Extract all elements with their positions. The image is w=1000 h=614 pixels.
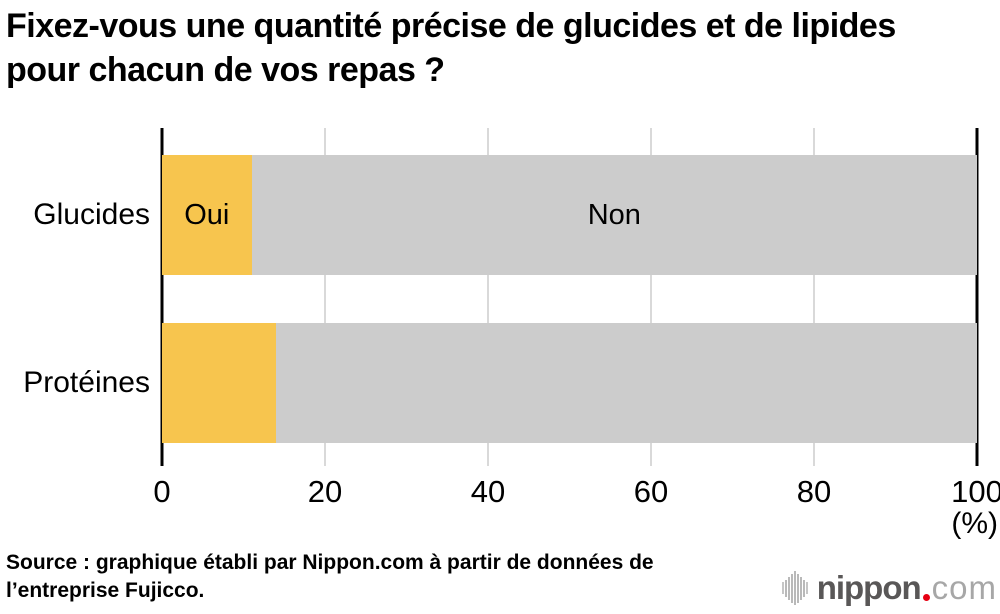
category-labels: Glucides Protéines (0, 128, 150, 466)
gridline (813, 128, 815, 466)
segment-label: Non (587, 198, 641, 231)
gridline (650, 128, 652, 466)
x-tick-label: 60 (633, 474, 669, 509)
x-axis-unit-label: (%) (951, 507, 998, 540)
bar-row: Oui Non (162, 155, 977, 275)
x-tick-label: 100 (951, 474, 1000, 509)
gridline (487, 128, 489, 466)
gridline (324, 128, 326, 466)
plot-area: Oui Non (160, 128, 979, 466)
bar-segment-non: Non (251, 155, 977, 275)
category-label: Glucides (33, 198, 150, 231)
bar-segment-non (276, 323, 977, 443)
nippon-logo: nippon com (781, 569, 997, 607)
bar-segment-oui (162, 323, 277, 443)
x-tick-label: 20 (307, 474, 343, 509)
category-label: Protéines (23, 366, 150, 399)
bar-row (162, 323, 977, 443)
soundwave-bars-icon (781, 571, 808, 605)
logo-red-dot-icon (922, 594, 930, 601)
x-tick-label: 0 (153, 474, 171, 509)
chart-title: Fixez-vous une quantité précise de gluci… (6, 7, 896, 89)
logo-suffix: com (931, 569, 997, 606)
logo-wordmark: nippon (816, 569, 922, 606)
x-axis-ticks: 0 20 40 60 80 100 (153, 474, 1000, 514)
axis-line (975, 128, 979, 466)
segment-label: Oui (184, 198, 230, 231)
source-note: Source : graphique établi par Nippon.com… (6, 551, 654, 602)
x-tick-label: 80 (796, 474, 832, 509)
x-tick-label: 40 (470, 474, 506, 509)
bar-segment-oui: Oui (162, 155, 252, 275)
axis-line (160, 128, 164, 466)
